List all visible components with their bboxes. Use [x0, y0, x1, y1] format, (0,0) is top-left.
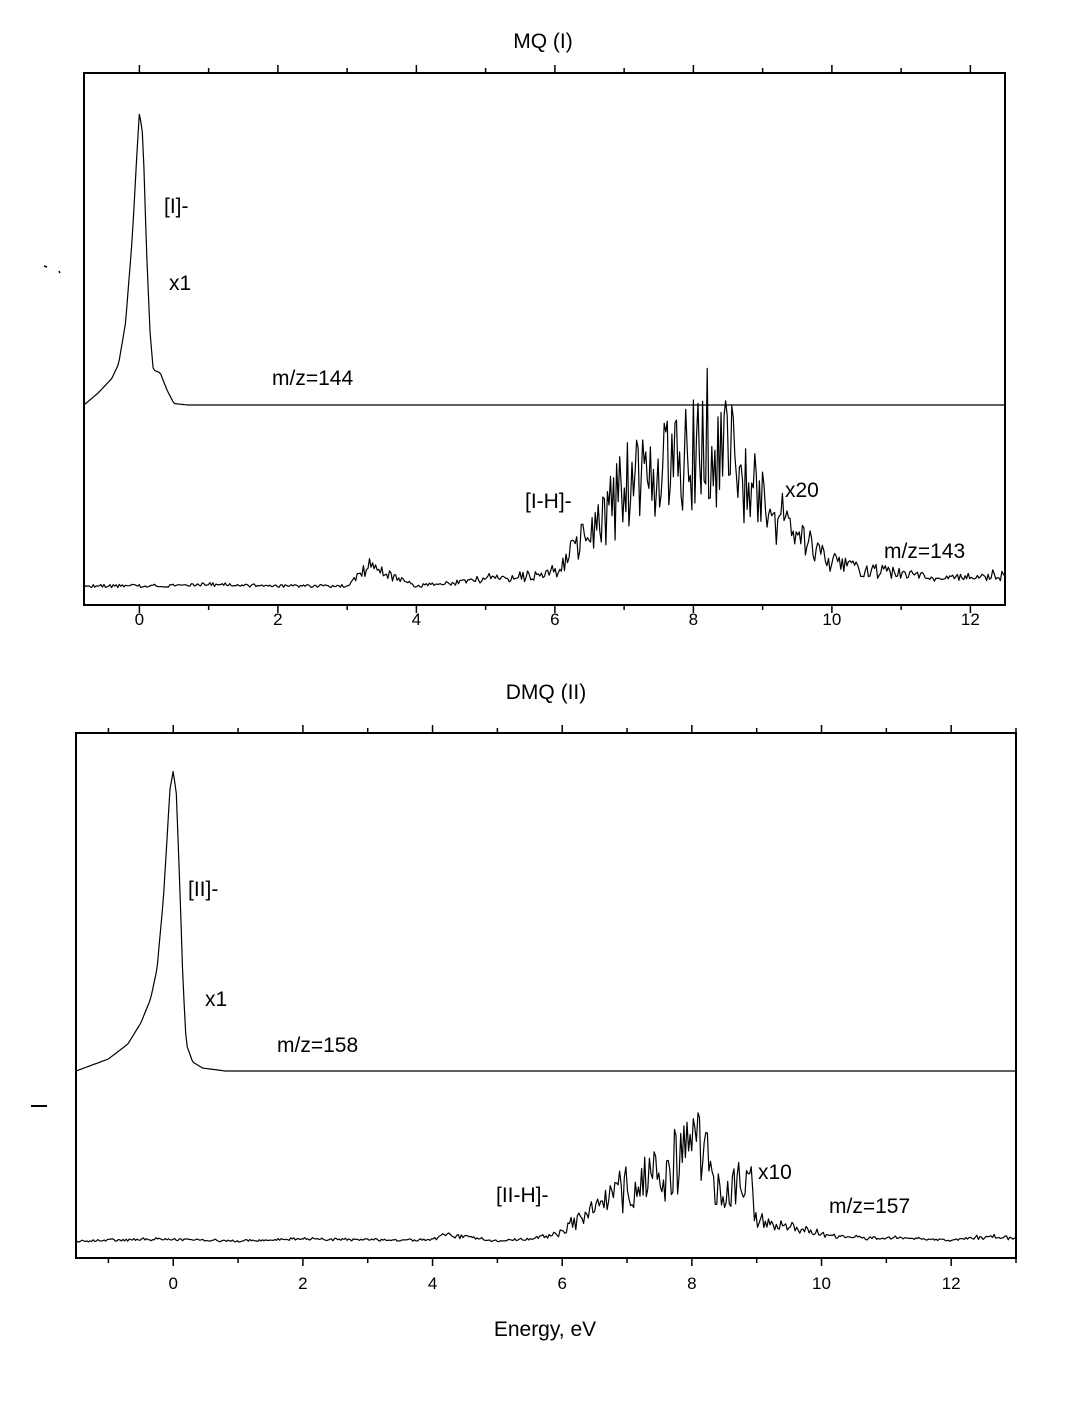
- mass-label-fragment-ion: m/z=157: [829, 1195, 910, 1218]
- scale-label-fragment-ion: x10: [758, 1161, 792, 1184]
- series-line: [83, 367, 1006, 589]
- x-tick-label: 2: [298, 1274, 307, 1293]
- x-tick-label: 12: [961, 610, 980, 629]
- top-ticks: [138, 65, 972, 73]
- x-tick-label: 8: [689, 610, 698, 629]
- scale-label-parent-ion: x1: [169, 272, 191, 295]
- bottom-ticks: [107, 1258, 1017, 1266]
- x-tick-label: 6: [550, 610, 559, 629]
- mass-label-parent-ion: m/z=158: [277, 1034, 358, 1057]
- x-tick-labels: 0 2 4 6 8 10 12: [169, 1274, 961, 1293]
- x-tick-label: 4: [412, 610, 421, 629]
- chart-panel-dmq: DMQ (II) 0 2 4 6 8 10 12 [II]- x1 m/z=158 [II-…: [75, 681, 1017, 1341]
- x-tick-label: 12: [942, 1274, 961, 1293]
- series-group: [75, 771, 1016, 1243]
- chart-title: MQ (I): [513, 30, 572, 53]
- x-tick-label: 10: [812, 1274, 831, 1293]
- mass-label-fragment-ion: m/z=143: [884, 540, 965, 563]
- x-tick-label: 8: [687, 1274, 696, 1293]
- x-tick-label: 0: [135, 610, 144, 629]
- plot-frame: [83, 72, 1006, 606]
- x-tick-label: 10: [822, 610, 841, 629]
- x-tick-label: 6: [557, 1274, 566, 1293]
- series-label-fragment-ion: [I-H]-: [525, 490, 572, 513]
- series-label-fragment-ion: [II-H]-: [496, 1184, 549, 1207]
- series-line: [75, 1112, 1016, 1243]
- x-tick-label: 4: [428, 1274, 437, 1293]
- stray-mark: [58, 270, 61, 274]
- stray-mark: [43, 265, 48, 268]
- series-label-parent-ion: [I]-: [164, 195, 189, 218]
- x-tick-label: 0: [169, 1274, 178, 1293]
- chart-panel-mq: MQ (I) 0 2 4 6 8 10 12 [I]- x1 m/z=144 [I-H]- …: [83, 30, 1006, 629]
- bottom-ticks: [138, 605, 972, 613]
- series-group: [83, 113, 1006, 589]
- series-line: [75, 771, 1016, 1072]
- top-ticks: [107, 725, 1017, 733]
- scale-label-fragment-ion: x20: [785, 479, 819, 502]
- plot-frame: [75, 732, 1017, 1259]
- series-line: [83, 113, 1005, 406]
- mass-label-parent-ion: m/z=144: [272, 367, 353, 390]
- chart-title: DMQ (II): [506, 681, 586, 704]
- scale-label-parent-ion: x1: [205, 988, 227, 1011]
- series-label-parent-ion: [II]-: [188, 878, 218, 901]
- x-tick-labels: 0 2 4 6 8 10 12: [135, 610, 980, 629]
- x-tick-label: 2: [273, 610, 282, 629]
- x-axis-title: Energy, eV: [494, 1318, 596, 1341]
